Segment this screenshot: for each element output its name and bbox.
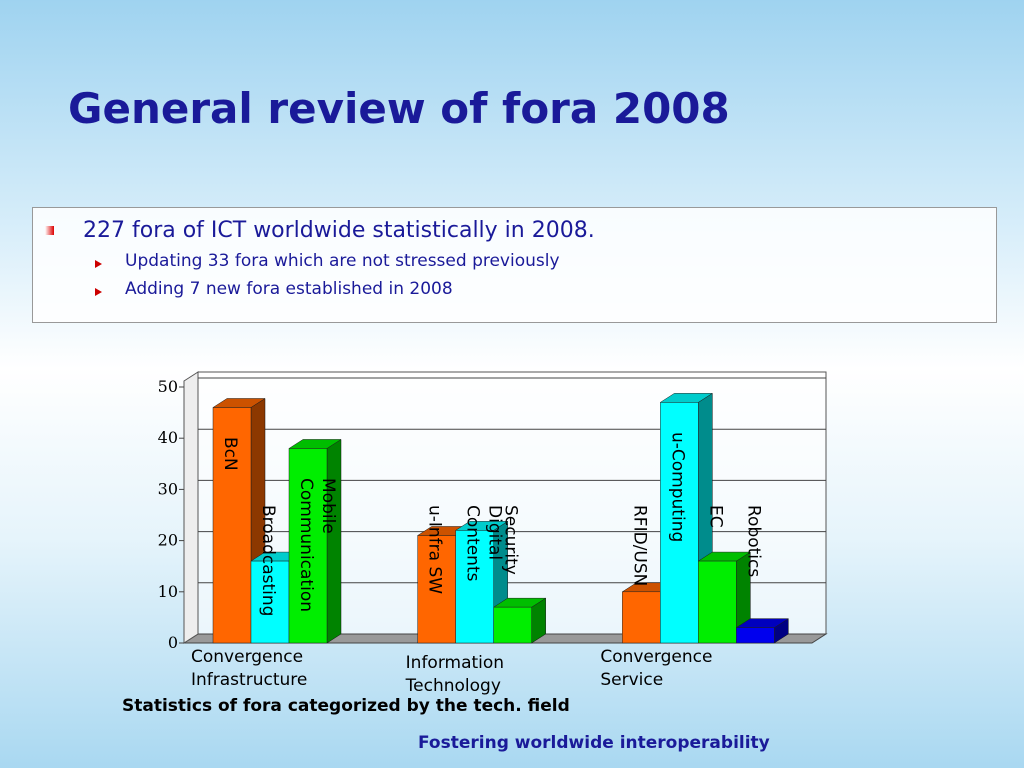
bar-label: Robotics: [743, 505, 764, 578]
bar: [698, 560, 737, 644]
bar: [736, 627, 775, 644]
y-tick-label: 10: [158, 582, 178, 601]
y-tick-label: 20: [158, 531, 178, 550]
bar-label: RFID/USN: [629, 505, 650, 587]
bar: [212, 407, 252, 644]
y-tick-label: 0: [168, 633, 178, 652]
bar-label: u-Infra SW: [424, 505, 445, 595]
bar-label: Mobile Communication: [296, 478, 338, 613]
bar-label: Security: [500, 505, 521, 575]
bullet-box: 227 fora of ICT worldwide statistically …: [32, 207, 997, 323]
bar: [250, 560, 290, 644]
bar-label: Broadcasting: [258, 505, 278, 617]
bar: [455, 530, 494, 644]
bar-label: Digital Contents: [462, 505, 505, 582]
slide-title: General review of fora 2008: [68, 84, 730, 133]
bullet: 227 fora of ICT worldwide statistically …: [83, 218, 595, 243]
group-label: Convergence Infrastructure: [191, 647, 308, 690]
bullet-icon: [95, 260, 102, 268]
sub-bullet: Adding 7 new fora established in 2008: [125, 279, 453, 299]
bullet-icon: [95, 288, 102, 296]
group-label: Information Technology: [405, 653, 505, 696]
bar: [493, 606, 532, 644]
y-tick-label: 40: [158, 428, 178, 447]
chart-caption: Statistics of fora categorized by the te…: [122, 696, 570, 716]
sub-bullet: Updating 33 fora which are not stressed …: [125, 251, 560, 271]
bar-label: EC: [705, 505, 726, 528]
group-label: Convergence Service: [600, 647, 713, 690]
y-tick-label: 50: [158, 377, 178, 396]
bar-label: u-Computing: [667, 432, 688, 543]
bullet-icon: [45, 226, 54, 235]
footer: Fostering worldwide interoperability: [418, 733, 770, 753]
bar: [288, 448, 328, 644]
bar: [622, 591, 661, 644]
y-tick-label: 30: [158, 479, 178, 498]
bar-label: BcN: [220, 437, 240, 472]
side-wall: [183, 371, 199, 644]
bar: [660, 402, 699, 644]
bar: [417, 535, 456, 644]
